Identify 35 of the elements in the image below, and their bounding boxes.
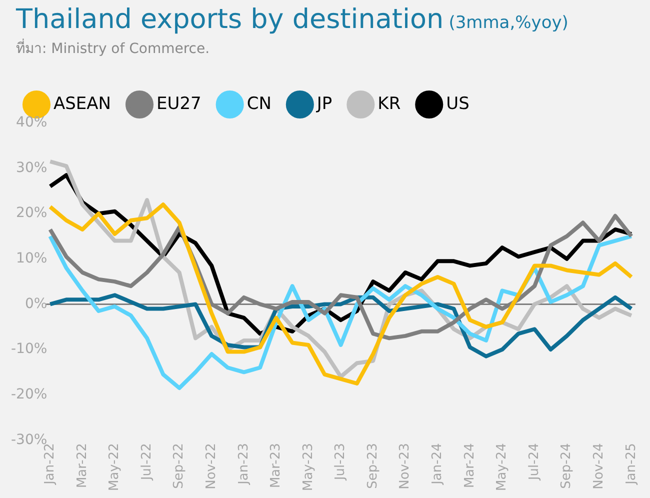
- x-tick-label: May-24: [494, 443, 510, 492]
- chart-title: Thailand exports by destination: [16, 4, 444, 35]
- y-tick-label: -10%: [10, 341, 48, 358]
- x-tick-label: May-23: [300, 443, 316, 492]
- y-tick-label: 0%: [24, 296, 48, 312]
- x-tick-label: May-22: [107, 443, 122, 492]
- x-tick-label: Sep-22: [172, 443, 187, 489]
- x-tick-label: Mar-24: [462, 443, 478, 488]
- chart-subtitle: (3mma,%yoy): [448, 13, 568, 33]
- x-tick-label: Sep-24: [559, 443, 574, 489]
- x-tick-label: Sep-23: [365, 443, 380, 489]
- legend-label: US: [446, 94, 470, 114]
- legend-label: ASEAN: [54, 94, 112, 114]
- y-tick-label: 20%: [16, 205, 48, 222]
- x-tick-label: Mar-23: [268, 443, 284, 488]
- x-tick-label: Mar-22: [74, 443, 90, 488]
- legend-label: CN: [246, 94, 272, 114]
- x-tick-label: Jul-22: [139, 443, 154, 482]
- x-tick-label: Jan-23: [236, 443, 252, 486]
- text: ที่มา: Ministry of Commerce.: [16, 38, 211, 59]
- x-tick-label: Nov-23: [398, 443, 413, 490]
- legend-label: EU27: [156, 94, 202, 114]
- x-tick-label: Nov-22: [204, 443, 219, 490]
- legend-label: KR: [378, 94, 401, 114]
- x-tick-label: Nov-24: [591, 443, 606, 490]
- x-tick-label: Jan-22: [42, 443, 58, 486]
- y-tick-label: 10%: [16, 250, 48, 267]
- legend-label: JP: [316, 94, 332, 114]
- y-tick-label: 30%: [16, 160, 48, 176]
- x-tick-label: Jul-24: [526, 443, 542, 482]
- x-tick-label: Jan-24: [430, 443, 446, 486]
- y-tick-label: -20%: [10, 386, 48, 402]
- x-tick-label: Jan-25: [624, 443, 639, 486]
- x-tick-label: Jul-23: [333, 443, 348, 482]
- y-tick-label: 40%: [16, 114, 48, 131]
